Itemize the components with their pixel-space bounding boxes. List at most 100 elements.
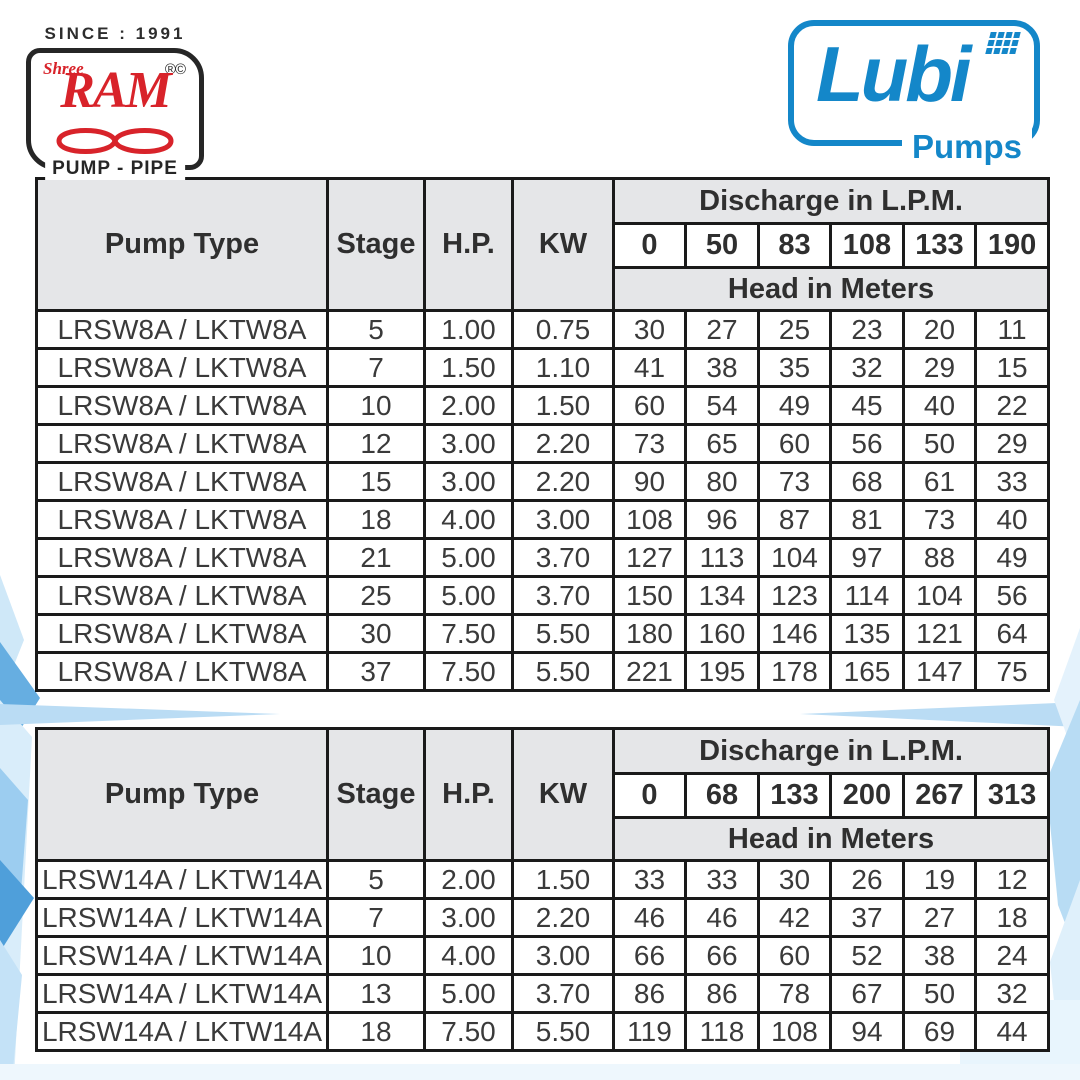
head-value-cell: 221 [612, 651, 687, 692]
head-value-cell: 94 [829, 1011, 905, 1052]
head-value-cell: 90 [612, 461, 687, 502]
kw-cell: 1.10 [511, 347, 615, 388]
head-value-cell: 165 [829, 651, 905, 692]
hp-cell: 1.00 [423, 309, 514, 350]
discharge-value: 0 [612, 772, 687, 819]
head-value-cell: 15 [973, 347, 1051, 388]
head-value-cell: 61 [902, 461, 977, 502]
pump-type-cell: LRSW8A / LKTW8A [35, 309, 329, 350]
trademark-symbols: ®© [164, 61, 186, 78]
hp-cell: 7.50 [423, 1011, 514, 1052]
head-value-cell: 75 [973, 651, 1051, 692]
head-value-cell: 50 [902, 973, 977, 1014]
header-head-in-meters: Head in Meters [611, 816, 1051, 862]
header-stage: Stage [326, 177, 426, 312]
table-row: LRSW8A / LKTW8A 12 3.00 2.20 73 65 60 56 50 29 [35, 423, 1051, 464]
head-value-cell: 180 [612, 613, 687, 654]
head-value-cell: 121 [902, 613, 977, 654]
stage-cell: 7 [326, 897, 426, 938]
head-value-cell: 37 [829, 897, 905, 938]
discharge-value: 83 [757, 222, 832, 269]
pump-pipe-tagline: PUMP - PIPE [45, 158, 185, 180]
head-value-cell: 32 [829, 347, 905, 388]
head-value-cell: 195 [684, 651, 760, 692]
pump-table-lrsw14a: Pump Type Stage H.P. KW Discharge in L.P… [35, 727, 1051, 1052]
head-value-cell: 33 [612, 859, 687, 900]
head-value-cell: 150 [612, 575, 687, 616]
header-hp: H.P. [423, 727, 514, 862]
head-value-cell: 46 [684, 897, 760, 938]
kw-cell: 3.70 [511, 537, 615, 578]
pump-type-cell: LRSW14A / LKTW14A [35, 973, 329, 1014]
header-stage: Stage [326, 727, 426, 862]
head-value-cell: 160 [684, 613, 760, 654]
stage-cell: 5 [326, 859, 426, 900]
infinity-flourish-icon [56, 128, 174, 154]
kw-cell: 0.75 [511, 309, 615, 350]
pump-type-cell: LRSW8A / LKTW8A [35, 385, 329, 426]
head-value-cell: 23 [829, 309, 905, 350]
hp-cell: 1.50 [423, 347, 514, 388]
head-value-cell: 22 [973, 385, 1051, 426]
head-value-cell: 60 [757, 935, 832, 976]
head-value-cell: 119 [612, 1011, 687, 1052]
pump-type-cell: LRSW8A / LKTW8A [35, 613, 329, 654]
head-value-cell: 41 [612, 347, 687, 388]
stage-cell: 37 [326, 651, 426, 692]
head-value-cell: 38 [684, 347, 760, 388]
stage-cell: 25 [326, 575, 426, 616]
head-value-cell: 60 [612, 385, 687, 426]
head-value-cell: 67 [829, 973, 905, 1014]
hp-cell: 2.00 [423, 859, 514, 900]
discharge-value: 313 [973, 772, 1051, 819]
head-value-cell: 19 [902, 859, 977, 900]
head-value-cell: 104 [902, 575, 977, 616]
head-value-cell: 68 [829, 461, 905, 502]
head-value-cell: 86 [612, 973, 687, 1014]
head-value-cell: 33 [973, 461, 1051, 502]
head-value-cell: 24 [973, 935, 1051, 976]
head-value-cell: 27 [684, 309, 760, 350]
stage-cell: 21 [326, 537, 426, 578]
head-value-cell: 108 [757, 1011, 832, 1052]
head-value-cell: 135 [829, 613, 905, 654]
head-value-cell: 60 [757, 423, 832, 464]
hp-cell: 5.00 [423, 575, 514, 616]
head-value-cell: 81 [829, 499, 905, 540]
table-row: LRSW8A / LKTW8A 15 3.00 2.20 90 80 73 68 61 33 [35, 461, 1051, 502]
pump-type-cell: LRSW8A / LKTW8A [35, 575, 329, 616]
head-value-cell: 134 [684, 575, 760, 616]
head-value-cell: 146 [757, 613, 832, 654]
table-row: LRSW14A / LKTW14A 18 7.50 5.50 119 118 108 94 69… [35, 1011, 1051, 1052]
head-value-cell: 45 [829, 385, 905, 426]
head-value-cell: 147 [902, 651, 977, 692]
ram-wordmark: RAM [60, 62, 172, 119]
head-value-cell: 30 [757, 859, 832, 900]
hp-cell: 5.00 [423, 537, 514, 578]
lubi-pumps-label: Pumps [901, 128, 1032, 166]
head-value-cell: 40 [902, 385, 977, 426]
head-value-cell: 178 [757, 651, 832, 692]
table-row: LRSW8A / LKTW8A 21 5.00 3.70 127 113 104 97 88 49 [35, 537, 1051, 578]
head-value-cell: 18 [973, 897, 1051, 938]
discharge-value: 190 [973, 222, 1051, 269]
head-value-cell: 26 [829, 859, 905, 900]
header-kw: KW [511, 177, 615, 312]
discharge-value: 267 [902, 772, 977, 819]
head-value-cell: 108 [612, 499, 687, 540]
table-row: LRSW14A / LKTW14A 13 5.00 3.70 86 86 78 67 50 32 [35, 973, 1051, 1014]
head-value-cell: 42 [757, 897, 832, 938]
hp-cell: 3.00 [423, 423, 514, 464]
kw-cell: 5.50 [511, 613, 615, 654]
stage-cell: 18 [326, 499, 426, 540]
stage-cell: 10 [326, 385, 426, 426]
head-value-cell: 30 [612, 309, 687, 350]
discharge-value: 0 [612, 222, 687, 269]
head-value-cell: 104 [757, 537, 832, 578]
pump-type-cell: LRSW8A / LKTW8A [35, 651, 329, 692]
head-value-cell: 66 [612, 935, 687, 976]
kw-cell: 2.20 [511, 461, 615, 502]
head-value-cell: 49 [973, 537, 1051, 578]
header-kw: KW [511, 727, 615, 862]
stage-cell: 7 [326, 347, 426, 388]
